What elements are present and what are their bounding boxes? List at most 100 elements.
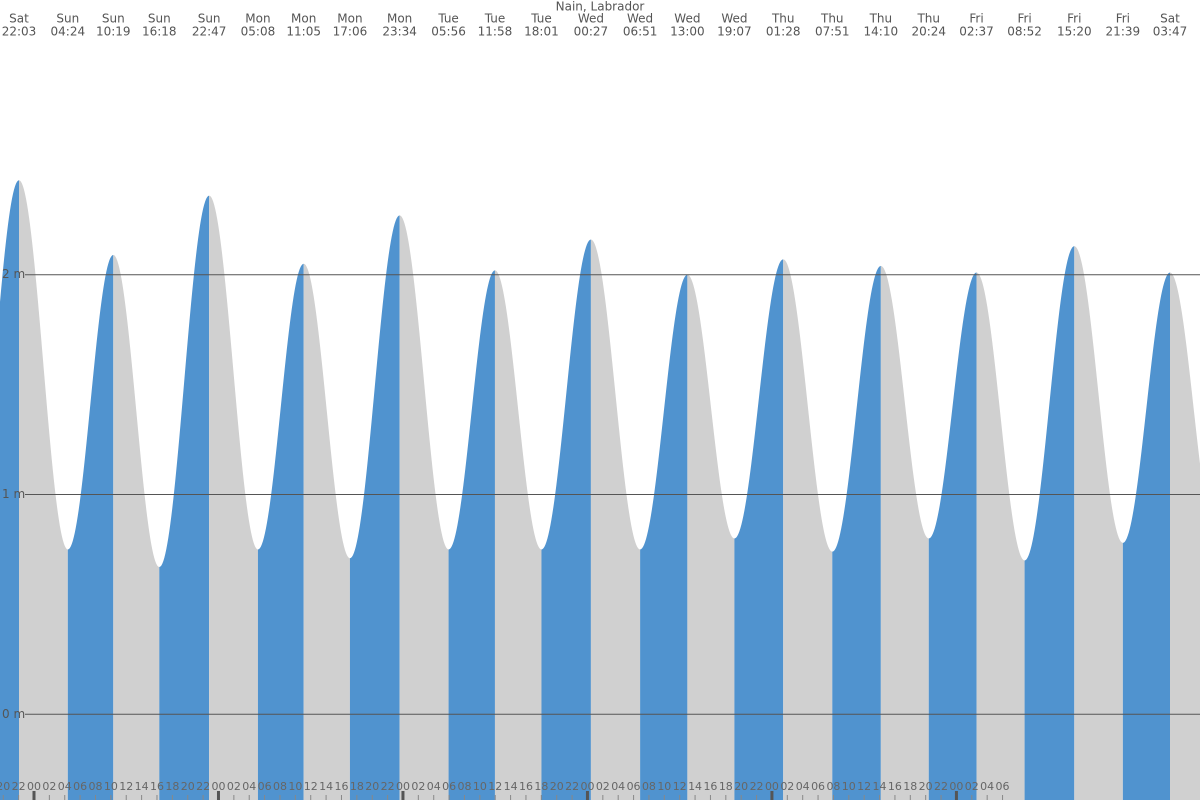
y-tick-label: 1 m [2, 487, 25, 501]
hour-label: 14 [873, 780, 887, 793]
extreme-day: Sat [9, 12, 29, 26]
tide-area [494, 270, 542, 800]
hour-label: 12 [857, 780, 871, 793]
tide-area [928, 272, 977, 800]
tide-area [590, 239, 641, 800]
hour-label: 22 [196, 780, 210, 793]
hour-label: 14 [319, 780, 333, 793]
hour-label: 02 [42, 780, 56, 793]
hour-label: 22 [12, 780, 26, 793]
hour-label: 02 [965, 780, 979, 793]
extreme-time: 07:51 [815, 25, 850, 39]
extreme-day: Mon [337, 12, 362, 26]
hour-label: 12 [488, 780, 502, 793]
tide-area [0, 180, 19, 800]
extreme-time: 01:28 [766, 25, 801, 39]
hour-label: 08 [457, 780, 471, 793]
tide-area [783, 259, 833, 800]
extreme-time: 04:24 [51, 25, 86, 39]
tide-area [349, 215, 400, 800]
tide-area [113, 254, 160, 800]
tide-area [303, 263, 350, 800]
extreme-day: Mon [245, 12, 270, 26]
hour-label: 16 [519, 780, 533, 793]
extreme-day: Sun [102, 12, 125, 26]
hour-label: 18 [165, 780, 179, 793]
hour-label: 06 [442, 780, 456, 793]
hour-label: 10 [842, 780, 856, 793]
hour-label: 22 [934, 780, 948, 793]
hour-label: 18 [719, 780, 733, 793]
extreme-time: 06:51 [623, 25, 658, 39]
hour-label: 20 [919, 780, 933, 793]
hour-label: 10 [104, 780, 118, 793]
hour-label: 12 [119, 780, 133, 793]
hour-label: 18 [534, 780, 548, 793]
hour-label: 20 [181, 780, 195, 793]
hour-label: 04 [980, 780, 994, 793]
hour-label: 08 [88, 780, 102, 793]
extreme-day: Wed [721, 12, 747, 26]
extreme-time: 03:47 [1153, 25, 1188, 39]
tide-area [640, 274, 688, 800]
hour-label: 06 [996, 780, 1010, 793]
extreme-day: Thu [916, 12, 940, 26]
hour-label: 08 [826, 780, 840, 793]
tide-area [541, 239, 591, 800]
extreme-time: 08:52 [1007, 25, 1042, 39]
tide-area [19, 180, 68, 800]
extreme-day: Sun [198, 12, 221, 26]
hour-label: 02 [227, 780, 241, 793]
hour-label: 06 [73, 780, 87, 793]
hour-label: 02 [411, 780, 425, 793]
hour-label: 12 [304, 780, 318, 793]
hour-label: 04 [427, 780, 441, 793]
tide-area [1122, 272, 1170, 800]
hour-label: 18 [903, 780, 917, 793]
extreme-day: Wed [627, 12, 653, 26]
tide-area [399, 215, 449, 800]
hour-label: 16 [888, 780, 902, 793]
tide-area [1024, 246, 1075, 800]
hour-label: 04 [58, 780, 72, 793]
hour-label: 22 [565, 780, 579, 793]
extreme-day: Sat [1160, 12, 1180, 26]
hour-label: 06 [258, 780, 272, 793]
hour-label: 22 [750, 780, 764, 793]
extreme-time: 10:19 [96, 25, 131, 39]
extreme-day: Tue [484, 12, 506, 26]
extreme-time: 21:39 [1106, 25, 1141, 39]
tide-area [67, 254, 114, 800]
hour-label: 04 [611, 780, 625, 793]
extreme-day: Sun [148, 12, 171, 26]
hour-label: 20 [734, 780, 748, 793]
hour-label: 18 [350, 780, 364, 793]
extreme-time: 22:47 [192, 25, 227, 39]
hour-label: 00 [765, 780, 779, 793]
tide-area [687, 274, 735, 800]
extreme-day: Wed [674, 12, 700, 26]
extreme-time: 05:56 [431, 25, 466, 39]
extreme-day: Tue [437, 12, 459, 26]
chart-title: Nain, Labrador [556, 0, 645, 14]
extreme-time: 13:00 [670, 25, 705, 39]
extreme-time: 14:10 [864, 25, 899, 39]
extreme-time: 22:03 [2, 25, 37, 39]
hour-label: 20 [0, 780, 10, 793]
extreme-time: 16:18 [142, 25, 177, 39]
extreme-time: 20:24 [911, 25, 946, 39]
extreme-day: Wed [578, 12, 604, 26]
tide-area [976, 272, 1025, 800]
hour-label: 16 [150, 780, 164, 793]
hour-label: 14 [688, 780, 702, 793]
extreme-day: Fri [1116, 12, 1130, 26]
extreme-time: 05:08 [241, 25, 276, 39]
extreme-time: 02:37 [959, 25, 994, 39]
hour-label: 14 [135, 780, 149, 793]
tide-area [448, 270, 495, 800]
extreme-time: 18:01 [524, 25, 559, 39]
extreme-day: Fri [1017, 12, 1031, 26]
tide-area [159, 195, 210, 800]
extreme-time: 17:06 [333, 25, 368, 39]
